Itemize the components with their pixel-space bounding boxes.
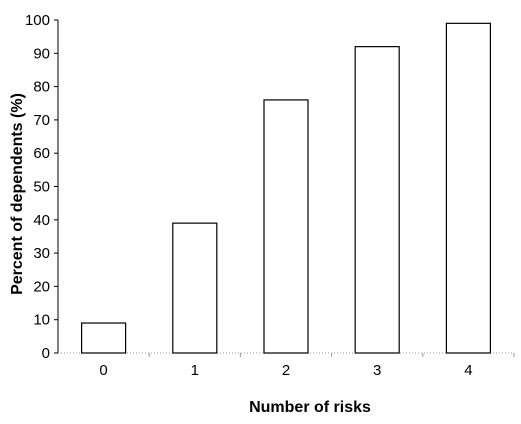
y-tick-label: 100 xyxy=(25,12,50,29)
x-tick-label-2: 2 xyxy=(282,362,290,379)
bar-0 xyxy=(80,322,127,354)
bar-3 xyxy=(354,46,400,354)
y-tick-label: 20 xyxy=(33,278,50,295)
y-axis-title: Percent of dependents (%) xyxy=(9,93,26,295)
bar-2 xyxy=(263,99,309,354)
y-tick-label: 0 xyxy=(42,345,50,362)
y-tick-label: 80 xyxy=(33,79,50,96)
x-tick-label-3: 3 xyxy=(373,362,381,379)
x-tick-label-4: 4 xyxy=(464,362,472,379)
y-tick-label: 70 xyxy=(33,112,50,129)
y-tick-label: 40 xyxy=(33,212,50,229)
y-tick-label: 90 xyxy=(33,45,50,62)
y-tick-label: 50 xyxy=(33,179,50,196)
x-axis-title: Number of risks xyxy=(249,399,371,416)
bar-1 xyxy=(172,222,218,354)
y-tick-label: 10 xyxy=(33,312,50,329)
y-tick-label: 30 xyxy=(33,245,50,262)
x-tick-label-1: 1 xyxy=(191,362,199,379)
x-tick-label-0: 0 xyxy=(99,362,107,379)
y-tick-label: 60 xyxy=(33,145,50,162)
bar-4 xyxy=(445,22,491,354)
plot-area: 0 10 20 30 40 50 60 70 80 90 100 0 1 2 3 4 xyxy=(25,12,515,379)
